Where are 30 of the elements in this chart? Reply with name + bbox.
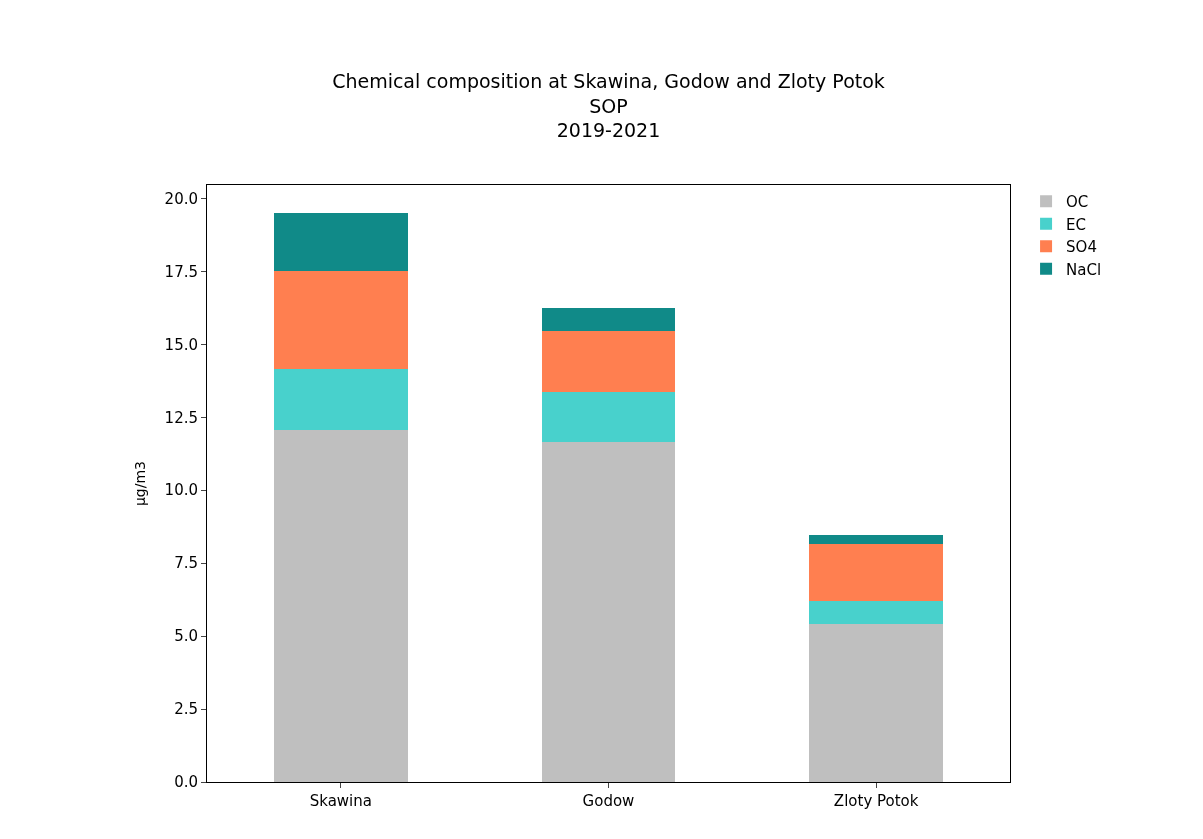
legend-label: NaCl (1066, 260, 1102, 279)
bar (541, 392, 676, 443)
y-tick-label: 15.0 (164, 335, 198, 354)
bar (809, 544, 944, 602)
y-tick-label: 17.5 (164, 262, 198, 281)
bar (809, 535, 944, 545)
x-tick-label: Skawina (309, 792, 372, 810)
chart-title: Chemical composition at Skawina, Godow and Zloty Potok SOP 2019-2021 (332, 70, 885, 142)
legend-label: EC (1066, 215, 1087, 234)
bar (809, 624, 944, 782)
y-tick-label: 5.0 (174, 627, 198, 646)
bar (273, 213, 408, 272)
y-tick-label: 7.5 (174, 554, 198, 573)
bar (273, 271, 408, 370)
bar (273, 430, 408, 782)
y-tick-label: 2.5 (174, 700, 198, 719)
bar (273, 369, 408, 431)
x-tick-label: Zloty Potok (833, 792, 919, 810)
y-tick-label: 0.0 (174, 773, 198, 792)
y-axis-title: µg/m3 (132, 460, 149, 507)
y-tick-label: 10.0 (164, 481, 198, 500)
bar (809, 601, 944, 625)
legend-label: OC (1066, 193, 1089, 212)
bar (541, 331, 676, 393)
legend-label: SO4 (1066, 238, 1097, 257)
x-tick-label: Godow (582, 792, 635, 810)
bar (541, 442, 676, 782)
y-tick-label: 20.0 (164, 189, 198, 208)
bar (541, 307, 676, 332)
y-tick-label: 12.5 (164, 408, 198, 427)
